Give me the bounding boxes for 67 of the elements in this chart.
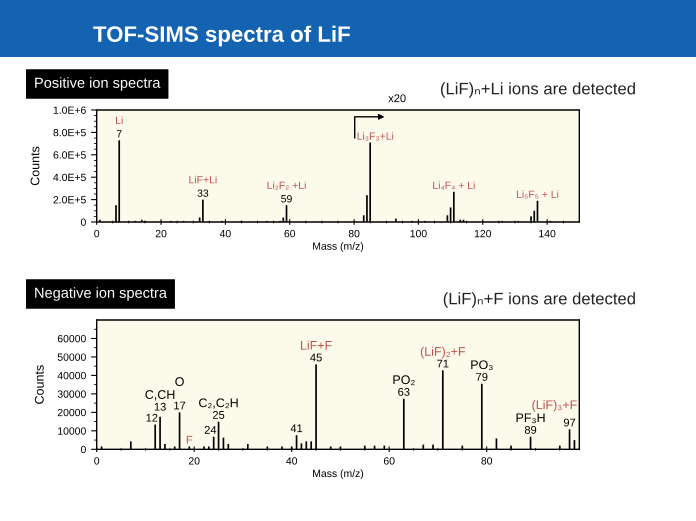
annotation: 45 — [310, 354, 322, 362]
y-tick-label: 0 — [80, 446, 86, 454]
chart-title: TOF-SIMS spectra of LiF — [93, 26, 350, 46]
annotation: C,CH — [145, 390, 174, 400]
annotation: PO₃ — [471, 360, 493, 370]
x-tick-label: 20 — [156, 230, 166, 238]
annotation: 79 — [476, 372, 488, 381]
text: (LiF)ₙ+F ions are detected — [444, 292, 635, 308]
annotation: (LiF)₂+F — [420, 346, 466, 358]
x-axis-title: Mass (m/z) — [313, 469, 364, 480]
annotation: 41 — [290, 424, 302, 432]
annotation: 63 — [398, 388, 410, 396]
text: (LiF)ₙ+Li ions are detected — [440, 82, 635, 98]
x-tick-label: 140 — [539, 230, 556, 238]
annotation: 33 — [197, 189, 208, 197]
x-tick-label: 20 — [188, 457, 200, 465]
annotation: (LiF)₃+F — [532, 400, 577, 412]
y-tick-label: 20000 — [58, 408, 86, 416]
x-tick-label: 60 — [284, 230, 296, 238]
annotation: O — [175, 377, 184, 386]
x-tick-label: 0 — [94, 457, 100, 465]
annotation: LiF+Li — [189, 176, 216, 184]
x-tick-label: 120 — [474, 230, 492, 238]
y-tick-label: 30000 — [58, 390, 86, 398]
annotation: LiF+F — [300, 340, 332, 350]
y-tick-label: 2.0E+5 — [54, 196, 86, 204]
annotation: Li — [116, 116, 123, 124]
annotation: 89 — [524, 426, 536, 434]
chart-subtitle: Positive ion spectra — [35, 77, 160, 91]
annotation: Li₄F₄ + Li — [433, 181, 475, 190]
y-axis-title: Counts — [30, 146, 40, 186]
annotation: 71 — [437, 360, 448, 368]
y-tick-label: 50000 — [58, 353, 86, 361]
x-tick-label: 0 — [94, 230, 100, 238]
x-axis-title: Mass (m/z) — [313, 242, 364, 252]
annotation: 59 — [281, 195, 292, 202]
annotation: 97 — [564, 418, 576, 426]
y-axis-title: Counts — [34, 365, 44, 404]
y-tick-label: 40000 — [58, 372, 86, 380]
x-tick-label: 80 — [481, 457, 492, 465]
y-tick-label: 1.0E+6 — [54, 106, 86, 114]
text: x20 — [388, 94, 406, 102]
annotation: PF₃H — [516, 413, 545, 424]
annotation: F — [186, 436, 192, 444]
annotation: 7 — [116, 130, 122, 138]
y-tick-label: 0 — [80, 218, 86, 226]
x-tick-label: 60 — [384, 457, 395, 465]
annotation: 24 — [204, 426, 216, 434]
annotation: Li₂F₂ +Li — [268, 181, 306, 190]
chart-subtitle: Negative ion spectra — [35, 287, 167, 301]
annotation: 17 — [174, 402, 186, 410]
x-tick-label: 40 — [220, 230, 231, 238]
annotation: 12 — [146, 414, 158, 422]
y-tick-label: 10000 — [58, 427, 86, 435]
x-tick-label: 40 — [286, 457, 298, 465]
y-tick-label: 60000 — [58, 334, 86, 342]
annotation: C₂,C₂H — [199, 398, 238, 409]
y-tick-label: 6.0E+5 — [54, 151, 86, 159]
annotation: PO₂ — [393, 375, 415, 386]
annotation: 13 — [154, 402, 166, 411]
x-tick-label: 100 — [410, 230, 427, 238]
y-tick-label: 8.0E+5 — [53, 128, 86, 136]
annotation: Li₃F₃+Li — [358, 132, 394, 141]
annotation: Li₅F₅ + Li — [516, 190, 558, 199]
annotation: 25 — [212, 411, 224, 419]
y-tick-label: 4.0E+5 — [53, 174, 86, 182]
x-tick-label: 80 — [348, 230, 360, 238]
